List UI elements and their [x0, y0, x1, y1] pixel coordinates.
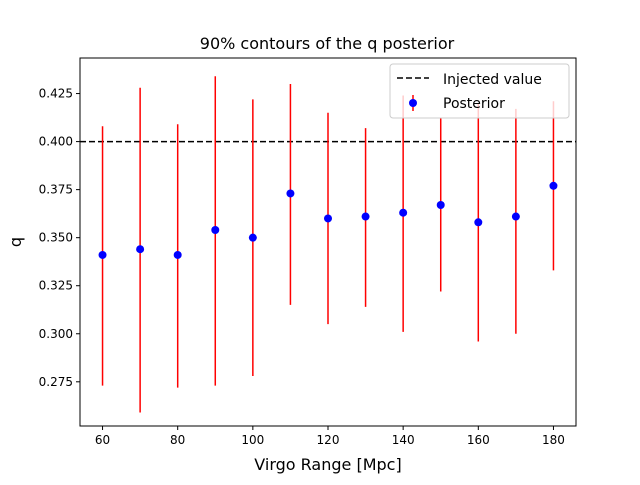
y-tick-label-6: 0.425	[39, 87, 73, 101]
y-tick-label-1: 0.300	[39, 327, 73, 341]
marker-layer	[98, 181, 558, 259]
y-tick-label-5: 0.400	[39, 135, 73, 149]
posterior-point-90	[211, 225, 220, 234]
posterior-point-150	[436, 201, 445, 210]
posterior-point-60	[98, 250, 107, 259]
x-tick-label-180: 180	[542, 433, 565, 447]
errorbar-layer	[101, 76, 555, 413]
x-tick-label-80: 80	[170, 433, 185, 447]
x-tick-label-100: 100	[241, 433, 264, 447]
posterior-point-180	[549, 181, 558, 190]
legend: Injected value Posterior	[389, 63, 570, 119]
legend-frame	[389, 63, 570, 119]
posterior-point-120	[324, 214, 332, 223]
x-axis-ticks: 60 80 100 120 140 160 180	[95, 426, 565, 447]
posterior-point-110	[286, 189, 295, 198]
posterior-point-130	[361, 212, 370, 221]
y-tick-label-3: 0.350	[39, 231, 73, 245]
posterior-point-100	[248, 233, 257, 242]
posterior-point-170	[511, 212, 520, 221]
x-tick-label-160: 160	[467, 433, 490, 447]
y-tick-label-0: 0.275	[39, 375, 73, 389]
chart-title: 90% contours of the q posterior	[200, 34, 455, 53]
y-axis-ticks: 0.275 0.300 0.325 0.350 0.375 0.400 0.425	[39, 87, 80, 389]
posterior-point-80	[173, 250, 182, 259]
legend-posterior-label: Posterior	[443, 96, 505, 112]
x-axis-label: Virgo Range [Mpc]	[254, 455, 401, 474]
posterior-point-70	[136, 245, 145, 254]
y-tick-label-4: 0.375	[39, 183, 73, 197]
x-tick-label-60: 60	[95, 433, 110, 447]
x-tick-label-120: 120	[317, 433, 340, 447]
posterior-point-140	[399, 208, 408, 217]
posterior-point-160	[474, 218, 483, 227]
y-axis-label: q	[6, 237, 25, 247]
legend-posterior-marker-swatch	[409, 99, 417, 107]
legend-injected-label: Injected value	[443, 72, 542, 88]
y-tick-label-2: 0.325	[39, 279, 73, 293]
x-tick-label-140: 140	[392, 433, 415, 447]
